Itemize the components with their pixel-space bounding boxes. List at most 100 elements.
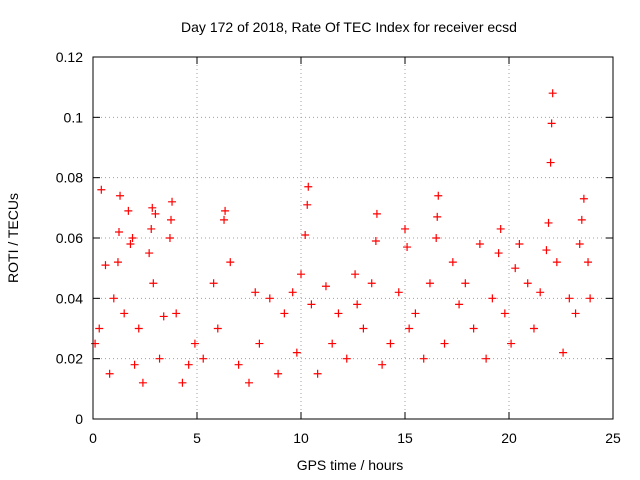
data-point (579, 194, 588, 203)
y-tick-label: 0.04 (56, 290, 83, 306)
data-point (265, 294, 274, 303)
data-point (280, 309, 289, 318)
y-tick-label: 0.02 (56, 351, 83, 367)
data-point (120, 309, 129, 318)
data-point (116, 191, 125, 200)
y-tick-label: 0 (75, 411, 83, 427)
data-point (359, 324, 368, 333)
data-point (245, 378, 253, 387)
data-point (546, 158, 555, 167)
data-point (307, 300, 316, 309)
data-point (469, 324, 478, 333)
y-tick-label: 0.08 (56, 170, 83, 186)
data-point (500, 309, 509, 318)
data-point (351, 270, 360, 279)
data-point (448, 258, 457, 267)
chart-title: Day 172 of 2018, Rate Of TEC Index for r… (181, 19, 517, 35)
data-point (159, 312, 168, 321)
x-tick-label: 5 (193, 430, 201, 446)
data-point (147, 224, 156, 233)
data-point (403, 243, 412, 252)
data-point (565, 294, 574, 303)
data-point (101, 261, 110, 270)
data-point (488, 294, 497, 303)
data-point (172, 309, 181, 318)
data-point (405, 324, 414, 333)
data-point (440, 339, 449, 348)
data-point (155, 354, 164, 363)
data-point (386, 339, 395, 348)
y-tick-label: 0.1 (64, 109, 84, 125)
data-point (461, 279, 470, 288)
data-point (209, 279, 218, 288)
data-point (425, 279, 434, 288)
data-point (288, 288, 297, 297)
y-tick-label: 0.12 (56, 49, 83, 65)
data-point (433, 212, 442, 221)
data-point (334, 309, 343, 318)
data-point (419, 354, 428, 363)
data-point (274, 369, 283, 378)
data-point (313, 369, 322, 378)
data-point (455, 300, 464, 309)
data-point (548, 89, 557, 98)
data-point (95, 324, 104, 333)
data-point (411, 309, 420, 318)
data-point (115, 227, 123, 236)
data-point (304, 182, 313, 191)
data-point (342, 354, 351, 363)
data-point (128, 234, 137, 242)
data-point (151, 209, 160, 218)
data-point (134, 324, 143, 333)
data-point (190, 339, 199, 348)
data-point (220, 215, 229, 224)
data-point (167, 215, 175, 224)
data-point (529, 324, 538, 333)
x-tick-label: 10 (293, 430, 309, 446)
grid-lines (93, 57, 613, 419)
data-point (394, 288, 403, 297)
data-point (168, 197, 177, 206)
x-tick-label: 25 (605, 430, 621, 446)
data-point (297, 270, 305, 279)
x-tick-label: 15 (397, 430, 413, 446)
data-point (97, 185, 106, 194)
data-point (482, 354, 491, 363)
data-point (544, 218, 553, 227)
axis-ticks: 0 5 10 15 20 25 0 0.02 0.04 0.06 0.08 0.1 0.12 (56, 49, 621, 446)
data-point (303, 200, 312, 209)
data-point (213, 324, 222, 333)
data-point (109, 294, 118, 303)
data-point (552, 258, 561, 267)
data-point (91, 339, 100, 348)
data-point (105, 369, 114, 378)
data-point (199, 354, 208, 363)
data-point (126, 240, 135, 249)
data-point (559, 348, 568, 357)
data-point (328, 339, 337, 348)
data-point (432, 234, 441, 242)
data-point (536, 288, 545, 297)
data-point (165, 234, 174, 242)
data-point (255, 339, 264, 348)
data-point (575, 240, 584, 249)
data-point (148, 203, 157, 212)
data-point (378, 360, 387, 369)
data-point (515, 240, 524, 249)
data-point (434, 191, 443, 200)
data-point (577, 215, 586, 224)
data-point (221, 206, 230, 215)
data-point (586, 294, 595, 303)
x-tick-label: 0 (89, 430, 97, 446)
data-point (547, 119, 556, 128)
data-point (571, 309, 580, 318)
data-point (367, 279, 376, 288)
data-point (475, 240, 484, 249)
data-points (91, 89, 595, 387)
data-point (507, 339, 516, 348)
data-point (496, 224, 505, 233)
data-point (301, 230, 310, 239)
data-point (124, 206, 133, 215)
